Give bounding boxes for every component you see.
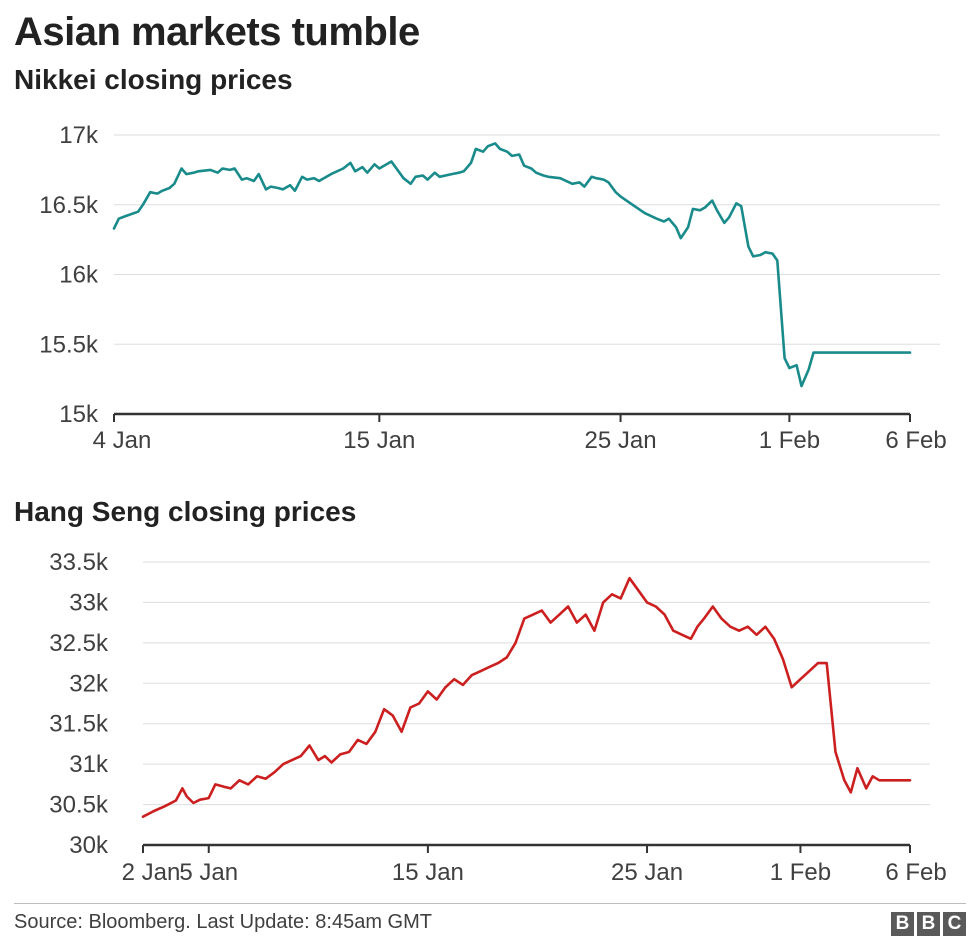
x-tick-label: 25 Jan	[585, 427, 657, 454]
x-tick-label: 2 Jan	[122, 859, 181, 886]
x-tick-label: 1 Feb	[759, 427, 820, 454]
hang-seng-chart-title: Hang Seng closing prices	[14, 496, 357, 527]
nikkei-chart-title: Nikkei closing prices	[14, 64, 293, 95]
bbc-logo-letter: B	[891, 912, 914, 936]
x-tick-label: 5 Jan	[179, 859, 238, 886]
x-tick-label: 15 Jan	[343, 427, 415, 454]
y-tick-label: 31k	[69, 751, 109, 778]
y-tick-label: 32.5k	[49, 630, 109, 657]
x-tick-label: 1 Feb	[770, 859, 831, 886]
x-tick-label: 15 Jan	[392, 859, 464, 886]
y-tick-label: 31.5k	[49, 711, 109, 738]
y-tick-label: 16k	[59, 262, 99, 289]
y-tick-label: 30k	[69, 832, 109, 859]
page-title: Asian markets tumble	[14, 10, 420, 54]
footer-divider	[14, 903, 966, 904]
series-line	[141, 576, 912, 819]
source-note: Source: Bloomberg. Last Update: 8:45am G…	[14, 911, 432, 933]
x-tick-label: 25 Jan	[611, 859, 683, 886]
y-tick-label: 33k	[69, 589, 109, 616]
y-tick-label: 15k	[59, 401, 99, 428]
y-tick-label: 17k	[59, 122, 99, 149]
y-tick-label: 32k	[69, 670, 109, 697]
y-tick-label: 15.5k	[39, 331, 99, 358]
x-tick-label: 6 Feb	[885, 859, 946, 886]
bbc-logo: B B C	[891, 912, 966, 936]
hang-seng-chart: 30k 30.5k 31k 31.5k 32k 32.5k 33k 33.5k 2 Jan 5 J…	[49, 549, 946, 886]
y-tick-label: 16.5k	[39, 192, 99, 219]
nikkei-chart: 15k 15.5k 16k 16.5k 17k 4 Jan 15 Jan 25 Jan 1 Fe…	[39, 122, 946, 454]
bbc-logo-letter: C	[943, 912, 966, 936]
y-tick-label: 33.5k	[49, 549, 109, 576]
series-line	[112, 142, 912, 388]
x-tick-label: 6 Feb	[885, 427, 946, 454]
bbc-logo-letter: B	[917, 912, 940, 936]
x-tick-label: 4 Jan	[93, 427, 152, 454]
y-tick-label: 30.5k	[49, 792, 109, 819]
